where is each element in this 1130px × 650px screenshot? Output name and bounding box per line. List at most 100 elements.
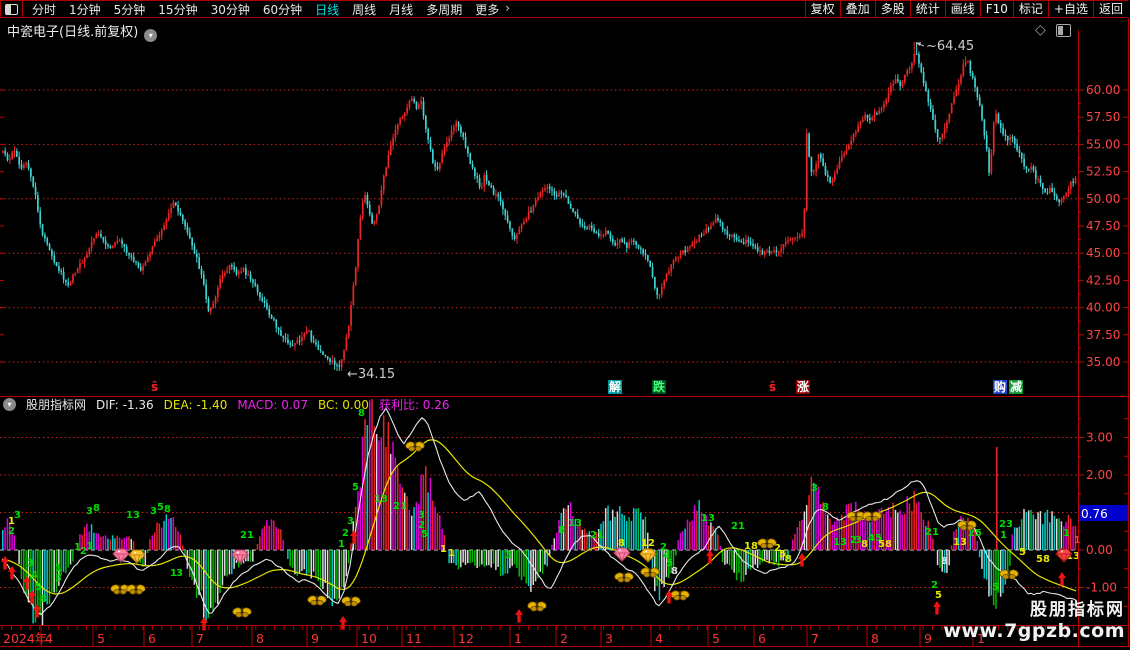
event-spike-bar <box>996 446 998 550</box>
svg-text:13: 13 <box>1066 551 1080 562</box>
period-tab-weekly[interactable]: 周线 <box>352 2 377 17</box>
svg-text:-1.00: -1.00 <box>1086 581 1117 595</box>
butterfly-icon <box>307 595 327 606</box>
gem-icon <box>128 549 146 564</box>
butterfly-icon <box>999 569 1019 580</box>
svg-text:5: 5 <box>935 590 942 601</box>
gem-icon <box>112 548 130 563</box>
f10-button[interactable]: F10 <box>979 1 1013 17</box>
svg-text:8: 8 <box>358 408 365 419</box>
svg-text:8: 8 <box>785 554 792 565</box>
butterfly-icon <box>640 567 660 578</box>
drawline-button[interactable]: 画线 <box>944 1 980 17</box>
period-tabs: 分时 1分钟 5分钟 15分钟 30分钟 60分钟 日线 周线 月线 多周期 更… <box>32 1 514 18</box>
svg-text:5: 5 <box>666 558 673 569</box>
svg-text:0.76: 0.76 <box>1081 507 1108 521</box>
up-arrow-icon <box>28 590 36 604</box>
back-button[interactable]: 返回 <box>1092 1 1128 17</box>
period-tab-multi[interactable]: 多周期 <box>426 2 463 17</box>
butterfly-icon <box>527 601 547 612</box>
svg-text:8: 8 <box>40 594 47 605</box>
stock-title: 中瓷电子(日线.前复权) ▾ <box>7 21 158 42</box>
period-tab-60min[interactable]: 60分钟 <box>262 2 303 17</box>
svg-text:2: 2 <box>931 580 938 591</box>
svg-text:4: 4 <box>655 631 663 646</box>
up-arrow-icon <box>933 601 941 615</box>
watermark-site-name: 股朋指标网 <box>1030 600 1125 620</box>
svg-text:8: 8 <box>871 631 879 646</box>
svg-text:5: 5 <box>352 482 359 493</box>
svg-text:58: 58 <box>1036 554 1050 565</box>
svg-text:0.00: 0.00 <box>1086 543 1113 557</box>
event-badge-fall: 跌 <box>652 380 667 394</box>
period-tab-30min[interactable]: 30分钟 <box>210 2 250 17</box>
butterfly-icon <box>957 520 977 531</box>
svg-text:4: 4 <box>663 550 670 561</box>
stats-button[interactable]: 统计 <box>909 1 945 17</box>
watermark: 股朋指标网 www.7gpzb.com <box>943 600 1125 642</box>
mark-button[interactable]: 标记 <box>1012 1 1048 17</box>
window-layout-button[interactable] <box>0 1 23 17</box>
period-tab-fenshi[interactable]: 分时 <box>32 2 57 17</box>
candlesticks <box>2 41 1077 371</box>
svg-text:8: 8 <box>822 502 829 513</box>
overlay-button[interactable]: 叠加 <box>839 1 875 17</box>
svg-text:1: 1 <box>8 516 15 527</box>
period-tab-15min[interactable]: 15分钟 <box>158 2 198 17</box>
chevron-down-circle-icon[interactable]: ▾ <box>144 29 158 42</box>
title-bar: 中瓷电子(日线.前复权) ▾ ◇ <box>0 18 1078 42</box>
up-arrow-icon <box>350 530 358 544</box>
up-arrow-icon <box>8 566 16 580</box>
svg-text:3: 3 <box>14 510 21 521</box>
svg-text:2: 2 <box>774 543 781 554</box>
svg-text:25: 25 <box>968 528 982 539</box>
diamond-icon[interactable]: ◇ <box>1035 22 1046 38</box>
period-tab-5min[interactable]: 5分钟 <box>113 2 146 17</box>
svg-text:8: 8 <box>558 525 565 536</box>
svg-text:2.00: 2.00 <box>1086 468 1113 482</box>
svg-text:3: 3 <box>176 568 183 579</box>
svg-text:9: 9 <box>311 631 319 646</box>
svg-text:3: 3 <box>150 506 157 517</box>
butterfly-icon <box>405 441 425 452</box>
event-badge-s1: ŝ <box>151 380 159 394</box>
svg-text:5: 5 <box>35 582 42 593</box>
event-badge-unlock: 解 <box>608 380 623 394</box>
period-tab-daily[interactable]: 日线 <box>315 2 340 17</box>
add-watchlist-button[interactable]: +自选 <box>1047 1 1093 17</box>
top-toolbar: 分时 1分钟 5分钟 15分钟 30分钟 60分钟 日线 周线 月线 多周期 更… <box>0 0 1128 18</box>
svg-text:11: 11 <box>406 631 422 646</box>
svg-text:2: 2 <box>850 535 857 546</box>
svg-text:3: 3 <box>27 558 34 569</box>
svg-text:4: 4 <box>31 570 38 581</box>
period-tab-1min[interactable]: 1分钟 <box>69 2 101 17</box>
event-badge-s2: ŝ <box>769 380 777 394</box>
butterfly-icons <box>110 441 1019 618</box>
indicator-collapse-icon[interactable]: ▾ <box>3 398 16 411</box>
svg-text:2: 2 <box>80 546 87 557</box>
more-menu[interactable]: 更多 <box>475 2 500 17</box>
svg-text:1: 1 <box>55 563 62 574</box>
dea-value: DEA: -1.40 <box>163 397 228 412</box>
macd-value: MACD: 0.07 <box>237 397 308 412</box>
fuquan-button[interactable]: 复权 <box>804 1 840 17</box>
svg-text:9: 9 <box>924 631 932 646</box>
dif-value: DIF: -1.36 <box>96 397 154 412</box>
stock-title-text: 中瓷电子(日线.前复权) <box>7 25 139 40</box>
svg-text:5: 5 <box>421 529 428 540</box>
svg-text:1: 1 <box>1074 535 1081 546</box>
panel-toggle-icon[interactable] <box>1056 24 1071 37</box>
svg-text:1: 1 <box>1063 528 1070 539</box>
indicator-name[interactable]: 股朋指标网 <box>26 398 87 412</box>
svg-text:7: 7 <box>196 631 204 646</box>
profit-ratio-value: 获利比: 0.26 <box>378 398 450 412</box>
up-arrow-icon <box>798 553 806 567</box>
svg-text:45.00: 45.00 <box>1086 246 1120 260</box>
svg-text:2: 2 <box>8 526 15 537</box>
svg-text:37.50: 37.50 <box>1086 328 1120 342</box>
period-tab-monthly[interactable]: 月线 <box>389 2 414 17</box>
multistock-button[interactable]: 多股 <box>874 1 910 17</box>
svg-text:21: 21 <box>925 527 939 538</box>
svg-text:13: 13 <box>701 513 715 524</box>
dif-line <box>1 407 1077 615</box>
